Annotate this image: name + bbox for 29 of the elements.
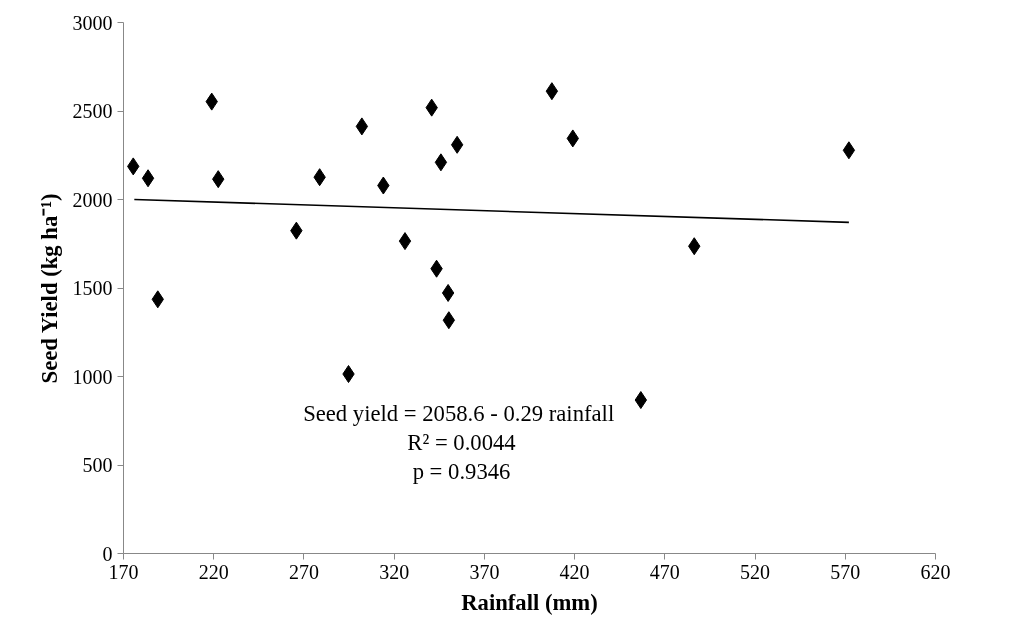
x-axis-title: Rainfall (mm) [461, 589, 598, 615]
x-tick-label: 520 [740, 560, 771, 583]
x-tick-label: 470 [649, 560, 680, 583]
y-tick-label: 1000 [72, 365, 113, 388]
x-tick-label: 220 [198, 560, 229, 583]
x-tick-label: 620 [920, 560, 951, 583]
x-tick-label: 370 [469, 560, 500, 583]
point [141, 169, 155, 188]
annotation: p = 0.9346 [412, 458, 511, 484]
x-tick-label: 320 [379, 560, 410, 583]
annotation: Seed yield = 2058.6 - 0.29 rainfall [303, 400, 615, 426]
y-tick-label: 2000 [72, 188, 113, 211]
y-tick-label: 500 [82, 454, 113, 476]
y-tick-label: 2500 [72, 100, 113, 122]
x-tick-label: 270 [288, 560, 319, 583]
x-tick-label: 420 [559, 560, 590, 583]
y-tick-label: 3000 [72, 11, 113, 34]
point [434, 153, 448, 172]
annotation: R² = 0.0044 [407, 429, 516, 455]
point [842, 141, 856, 160]
y-tick-label: 1500 [72, 277, 113, 299]
point [355, 117, 369, 136]
point [442, 311, 456, 330]
point [545, 82, 559, 101]
x-tick-label: 570 [830, 560, 861, 583]
y-axis-title: Seed Yield (kg ha⁻¹) [36, 193, 62, 384]
point [398, 232, 412, 251]
point [450, 135, 464, 154]
point [441, 283, 455, 302]
